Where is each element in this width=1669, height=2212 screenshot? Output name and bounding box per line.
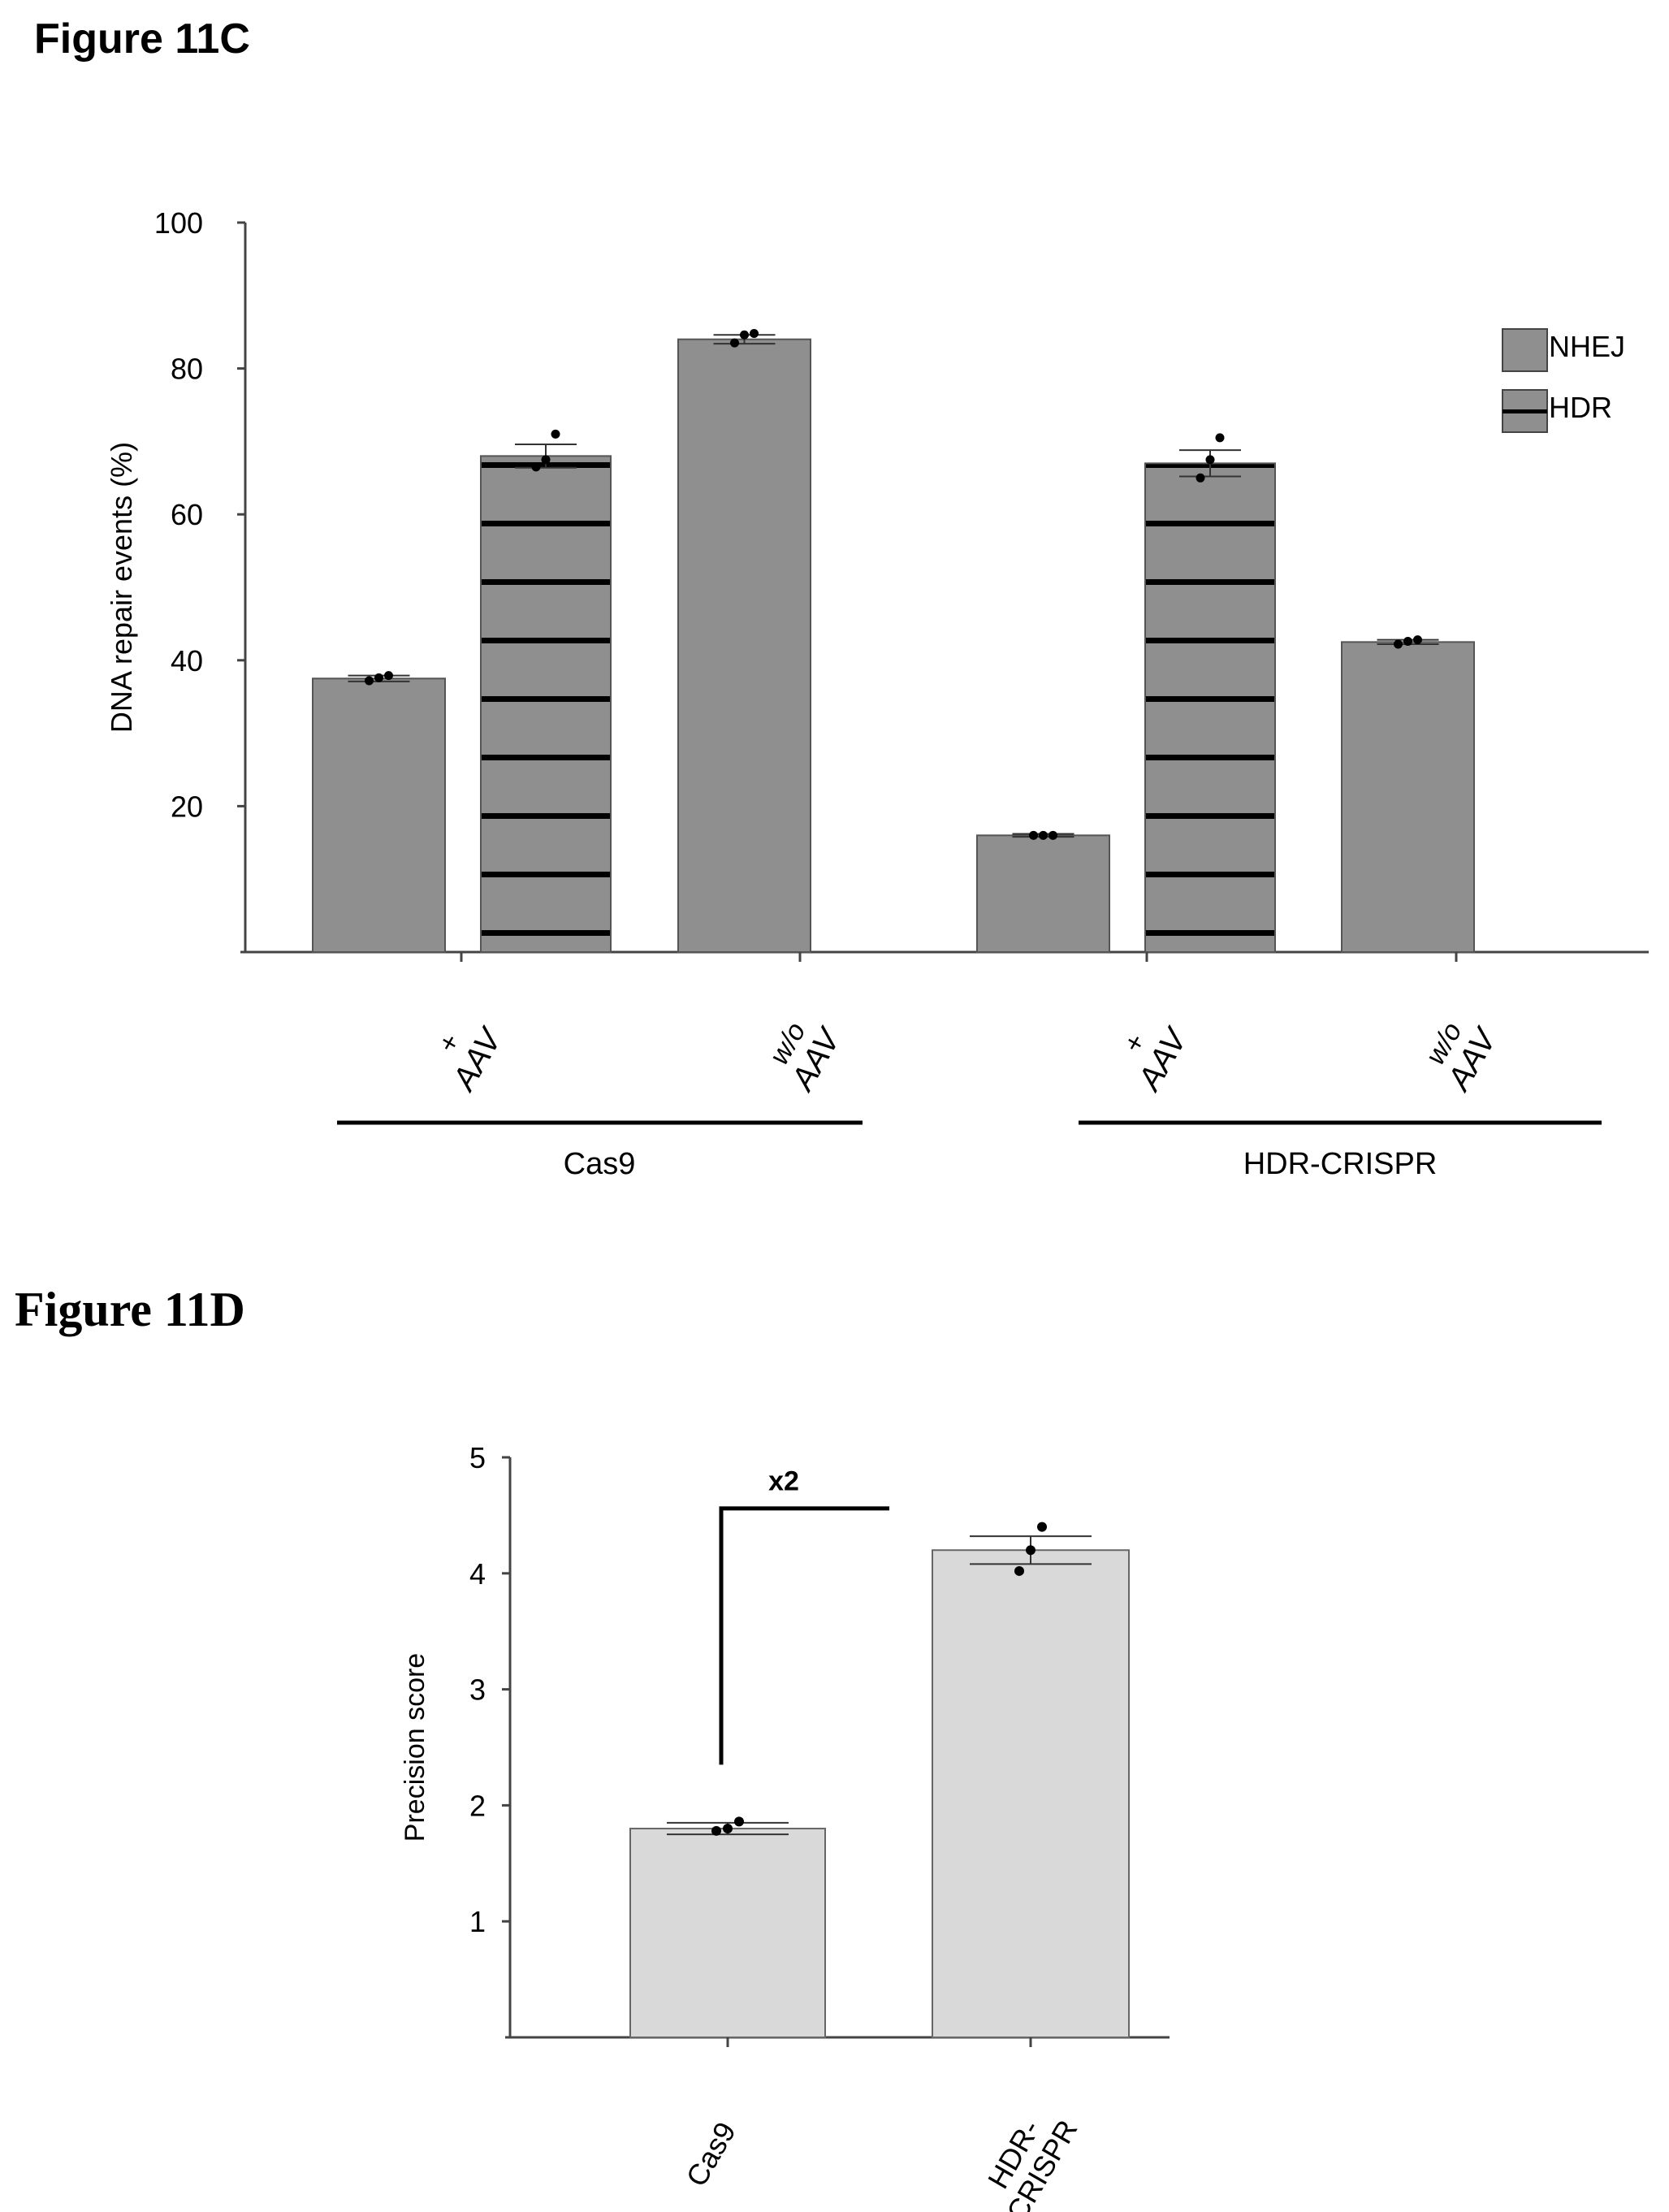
data-point [1039,830,1048,840]
figure-11c-title: Figure 11C [34,15,250,63]
y-tick-label: 2 [469,1789,486,1822]
data-point [384,671,393,681]
data-point [374,673,383,682]
y-axis-label: Precision score [400,1653,430,1842]
data-point [740,330,749,340]
data-point [541,455,551,465]
legend-swatch-nhej [1502,328,1548,372]
y-tick-label: 20 [171,790,203,823]
data-point [1215,433,1225,443]
legend-label-hdr: HDR [1549,391,1612,424]
data-point [1037,1522,1047,1532]
data-point [730,338,739,348]
bar-cas9 [629,1827,826,2038]
data-point [1205,455,1215,465]
data-point [1196,473,1205,483]
legend-label-nhej: NHEJ [1549,330,1625,363]
bar-nhej [312,677,446,953]
bar-hdr-crispr [932,1549,1130,2038]
y-tick-label: 1 [469,1905,486,1938]
bar-nhej [1341,641,1475,953]
data-point [1014,1565,1024,1576]
y-tick-label: 80 [171,353,203,386]
data-point [1026,1545,1036,1556]
data-point [1049,830,1057,840]
data-point [734,1816,744,1827]
y-tick-label: 3 [469,1673,486,1707]
category-label: HDR-CRISPR [971,2098,1083,2212]
category-label: Cas9 [679,2116,742,2192]
fold-change-label: x2 [768,1466,799,1497]
bar-nhej [677,338,811,953]
y-tick-label: 4 [469,1557,486,1591]
data-point [723,1823,733,1833]
data-point [1394,639,1403,649]
data-point [1413,635,1422,645]
data-point [750,328,759,338]
group-label: Cas9 [564,1147,636,1181]
data-point [1403,636,1412,646]
significance-bracket [719,1506,889,1765]
bar-hdr [480,455,612,953]
group-label: HDR-CRISPR [1243,1147,1438,1181]
data-point [365,676,374,686]
y-tick-label: 100 [154,206,203,240]
legend-swatch-stripe [1503,409,1547,413]
data-point [531,462,541,472]
y-tick-label: 60 [171,498,203,531]
figure-11d-title: Figure 11D [15,1283,245,1336]
data-point [551,429,560,439]
data-point [711,1825,721,1836]
bar-nhej [976,834,1110,953]
y-tick-label: 5 [469,1441,486,1474]
y-axis-label: DNA repair events (%) [105,442,138,733]
category-label-line: Cas9 [679,2116,742,2192]
y-tick-label: 40 [171,644,203,677]
data-point [1029,830,1038,840]
bar-hdr [1144,462,1276,953]
